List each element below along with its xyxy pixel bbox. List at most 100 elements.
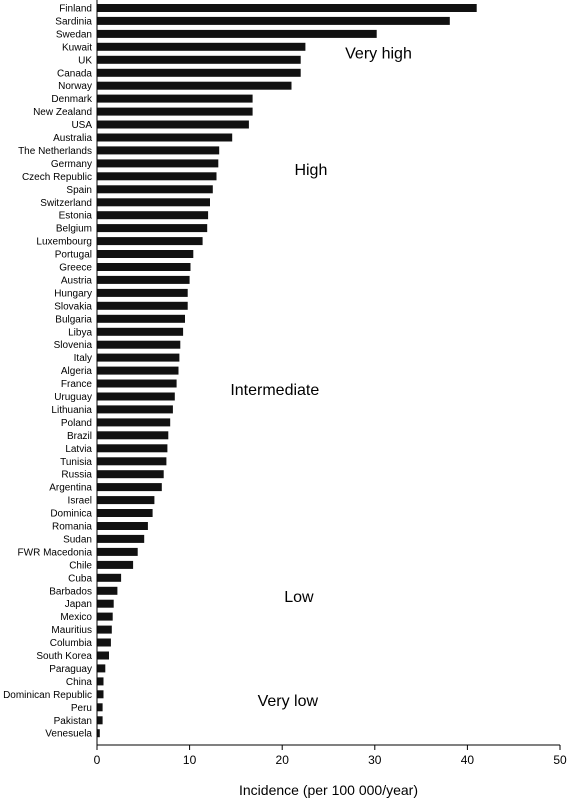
bar-swedan [97, 29, 377, 38]
bar-japan [97, 599, 114, 608]
bar-switzerland [97, 198, 210, 207]
bar-romania [97, 522, 148, 530]
bar-finland [97, 4, 477, 12]
bar-belgium [97, 224, 208, 233]
category-label: Uruguay [54, 392, 92, 403]
category-label: Sardinia [55, 16, 92, 27]
bar-lithuania [97, 405, 173, 414]
annotation-very-high: Very high [345, 45, 412, 62]
bar-czech-republic [97, 172, 217, 181]
annotations-group: Very high High Intermediate Low Very low [230, 45, 412, 709]
category-label: Venesuela [45, 729, 92, 740]
x-tick-label: 10 [183, 753, 197, 767]
bar-fwr-macedonia [97, 547, 138, 556]
category-label: Estonia [59, 211, 93, 222]
category-label: Barbados [49, 586, 92, 597]
bar-venesuela [97, 729, 100, 738]
category-label: Bulgaria [55, 314, 92, 325]
category-label: Finland [59, 4, 92, 15]
bar-algeria [97, 366, 179, 375]
category-label: Romania [52, 522, 92, 533]
category-label: Pakistan [54, 716, 92, 727]
bar-peru [97, 703, 103, 712]
bar-italy [97, 353, 180, 362]
category-label: Mauritius [51, 625, 92, 636]
category-label: Swedan [56, 29, 92, 40]
category-label: Switzerland [40, 198, 92, 209]
category-label: The Netherlands [18, 146, 92, 157]
category-label: Tunisia [60, 457, 92, 468]
category-label: Denmark [51, 94, 93, 105]
category-label: Germany [51, 159, 92, 170]
bar-usa [97, 120, 249, 129]
category-label: Algeria [61, 366, 93, 377]
category-label: Lithuania [51, 405, 92, 416]
category-label: Hungary [54, 288, 92, 299]
category-label: Libya [68, 327, 92, 338]
category-label: Chile [69, 560, 92, 571]
bar-tunisia [97, 457, 167, 466]
x-tick-label: 40 [461, 753, 475, 767]
annotation-high: High [294, 162, 327, 179]
bar-china [97, 677, 104, 686]
bar-new-zealand [97, 107, 253, 116]
bar-libya [97, 327, 184, 336]
bar-uk [97, 55, 301, 64]
category-label: Paraguay [49, 664, 92, 675]
category-label: Russia [61, 470, 92, 481]
bar-mexico [97, 612, 113, 621]
bar-israel [97, 496, 155, 505]
category-label: Kuwait [62, 42, 92, 53]
category-label: Spain [66, 185, 92, 196]
bar-sudan [97, 534, 145, 543]
bar-chile [97, 560, 134, 569]
category-label: UK [78, 55, 92, 66]
bar-luxembourg [97, 237, 203, 246]
x-axis-ticks: 0 10 20 30 40 50 [94, 745, 567, 767]
bar-brazil [97, 431, 169, 440]
bar-columbia [97, 638, 111, 647]
category-label: Israel [68, 496, 92, 507]
bar-slovenia [97, 340, 181, 349]
x-tick-label: 0 [94, 753, 101, 767]
category-label: Columbia [50, 638, 93, 649]
bar-barbados [97, 586, 118, 595]
category-label: Belgium [56, 224, 92, 235]
category-label: Australia [53, 133, 92, 144]
bar-paraguay [97, 664, 106, 673]
x-tick-label: 20 [276, 753, 290, 767]
bar-uruguay [97, 392, 175, 401]
category-label: Peru [71, 703, 92, 714]
category-label: Sudan [63, 534, 92, 545]
category-label: China [66, 677, 93, 688]
category-label: Canada [57, 68, 92, 79]
category-label: France [61, 379, 93, 390]
category-label: Italy [74, 353, 92, 364]
bar-hungary [97, 288, 188, 297]
category-label: Argentina [49, 483, 92, 494]
annotation-intermediate: Intermediate [230, 382, 319, 399]
bar-russia [97, 470, 164, 479]
category-label: Cuba [68, 573, 92, 584]
bar-bulgaria [97, 314, 185, 323]
category-label: USA [71, 120, 92, 131]
bar-cuba [97, 573, 122, 582]
category-label: Latvia [65, 444, 92, 455]
bar-dominica [97, 509, 153, 517]
category-label: Slovenia [54, 340, 93, 351]
category-label: Mexico [60, 612, 92, 623]
bar-portugal [97, 250, 194, 258]
category-label: South Korea [36, 651, 92, 662]
bar-poland [97, 418, 171, 427]
bar-kuwait [97, 42, 306, 51]
category-label: New Zealand [33, 107, 92, 118]
category-label: Slovakia [54, 301, 92, 312]
category-label: Poland [61, 418, 92, 429]
category-label: Portugal [55, 250, 92, 261]
bar-latvia [97, 444, 168, 453]
category-label: FWR Macedonia [18, 547, 93, 558]
bar-spain [97, 185, 213, 194]
annotation-low: Low [284, 589, 314, 606]
